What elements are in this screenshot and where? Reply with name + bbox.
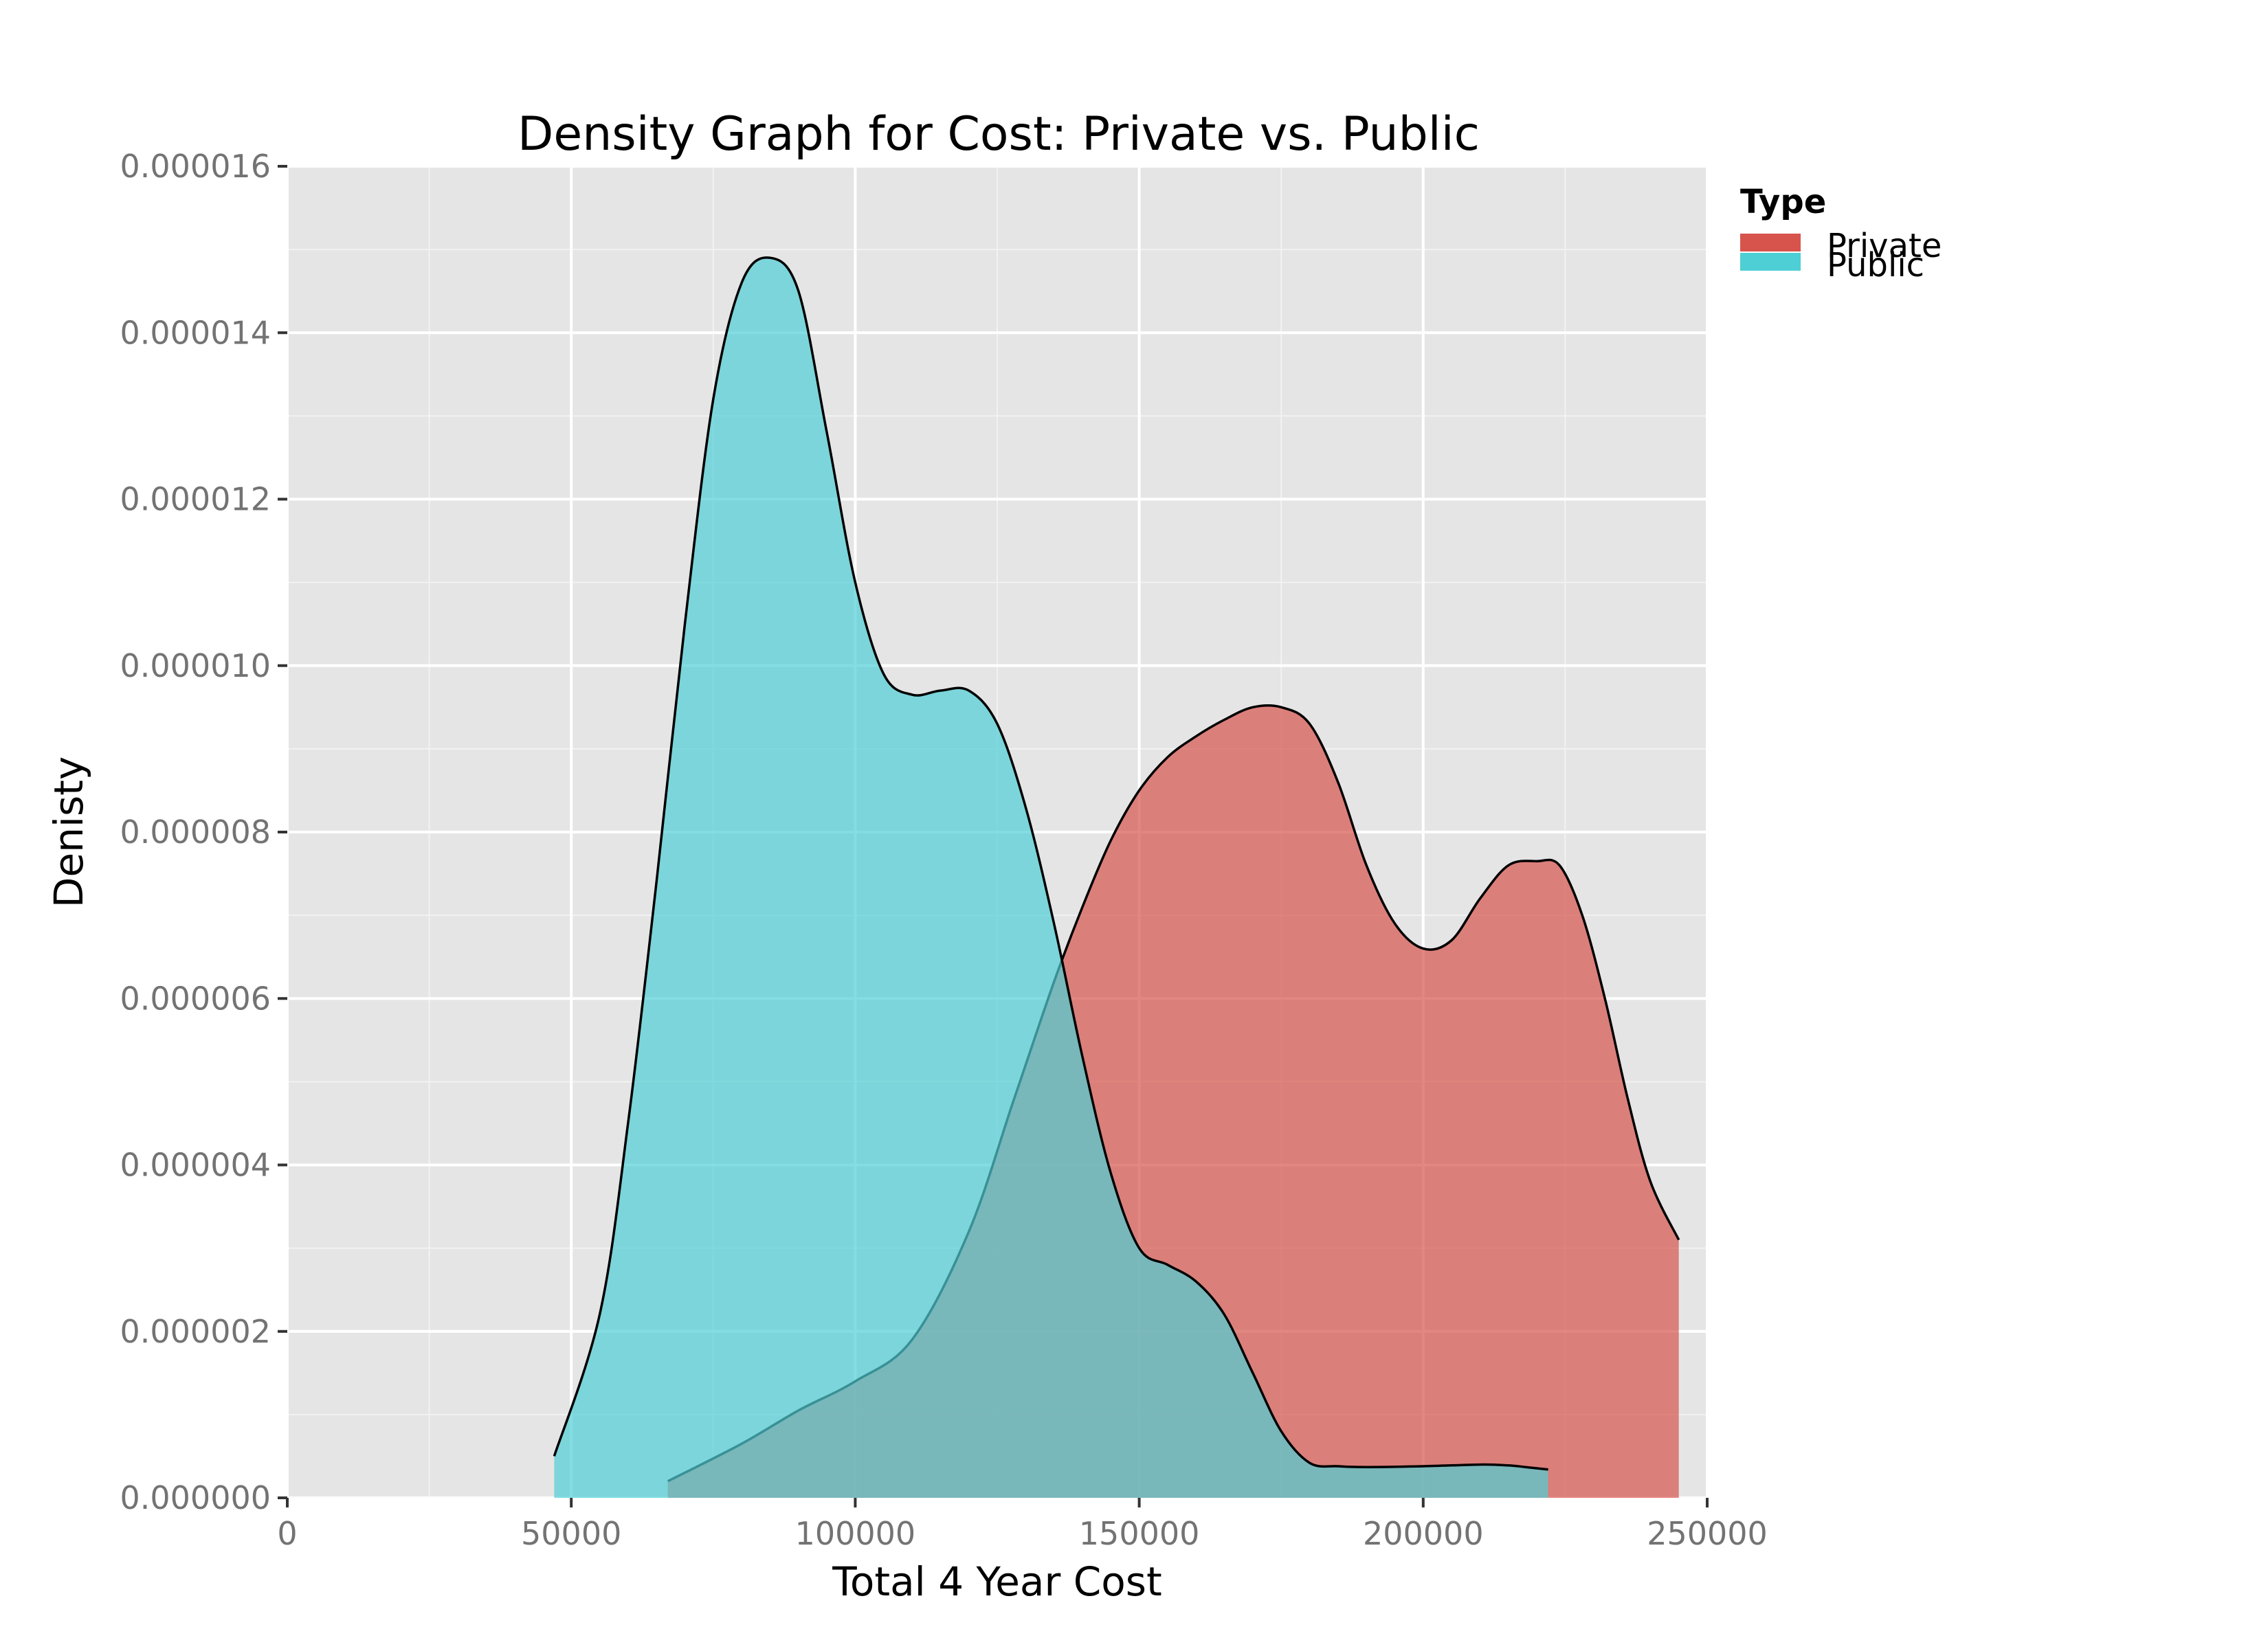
y-tick-label: 0.000008 xyxy=(120,814,271,851)
y-tick-label: 0.000014 xyxy=(120,314,271,351)
legend-key-private xyxy=(1740,234,1801,251)
legend-label-private: Private xyxy=(1827,227,1942,265)
x-tick-label: 100000 xyxy=(795,1515,916,1552)
legend-title: Type xyxy=(1740,183,1826,221)
y-tick-label: 0.000016 xyxy=(120,148,271,185)
y-tick-label: 0.000000 xyxy=(120,1479,271,1516)
chart-title: Density Graph for Cost: Private vs. Publ… xyxy=(518,107,1480,161)
axis-tick-labels: 0 50000 100000 150000 200000 250000 0.000000 0.… xyxy=(120,148,1768,1552)
legend-label-public: Public xyxy=(1827,246,1924,284)
x-tick-label: 50000 xyxy=(521,1515,621,1552)
density-area-public xyxy=(554,257,1548,1498)
y-tick-label: 0.000010 xyxy=(120,647,271,684)
density-line-public xyxy=(553,256,1548,1471)
legend-key-public xyxy=(1740,253,1801,271)
y-tick-label: 0.000002 xyxy=(120,1313,271,1350)
y-tick-label: 0.000012 xyxy=(120,481,271,518)
y-tick-label: 0.000006 xyxy=(120,980,271,1017)
x-tick-label: 0 xyxy=(277,1515,297,1552)
density-area-private xyxy=(667,705,1679,1498)
x-axis-label: Total 4 Year Cost xyxy=(832,1558,1161,1605)
y-tick-label: 0.000004 xyxy=(120,1147,271,1184)
x-tick-label: 250000 xyxy=(1647,1515,1768,1552)
axis-ticks xyxy=(278,165,1709,1507)
y-axis-label: Denisty xyxy=(45,756,92,908)
x-tick-label: 200000 xyxy=(1363,1515,1484,1552)
x-tick-label: 150000 xyxy=(1079,1515,1200,1552)
density-areas xyxy=(553,256,1680,1498)
